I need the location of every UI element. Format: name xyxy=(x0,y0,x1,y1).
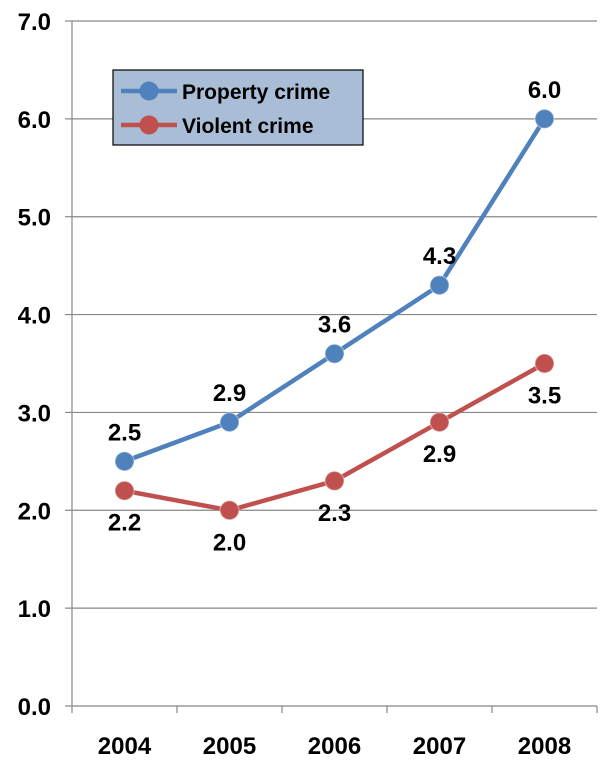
x-tick-label: 2007 xyxy=(413,733,466,760)
data-point xyxy=(324,470,345,492)
y-tick-label: 0.0 xyxy=(18,694,51,721)
y-tick-label: 3.0 xyxy=(18,400,51,427)
data-point xyxy=(219,411,240,433)
y-tick-label: 6.0 xyxy=(18,107,51,134)
legend-label: Violent crime xyxy=(182,115,314,138)
data-labels: 2.5 2.9 3.6 4.3 6.0 2.2 2.0 2.3 2.9 3.5 xyxy=(108,77,561,556)
x-tick-label: 2005 xyxy=(203,733,256,760)
data-point xyxy=(114,451,135,472)
data-label: 2.5 xyxy=(108,419,141,446)
data-label: 2.3 xyxy=(318,500,351,527)
series-group xyxy=(114,108,555,521)
data-point xyxy=(324,343,345,364)
data-point xyxy=(534,108,555,130)
legend: Property crime Violent crime xyxy=(112,69,364,146)
y-tick-label: 7.0 xyxy=(18,9,51,36)
data-label: 3.5 xyxy=(528,383,561,410)
data-point xyxy=(114,480,135,501)
axes xyxy=(71,21,597,707)
data-label: 2.9 xyxy=(213,380,246,407)
legend-marker-1 xyxy=(139,115,159,135)
x-tick-label: 2004 xyxy=(98,733,152,760)
data-label: 6.0 xyxy=(528,77,561,104)
data-point xyxy=(219,500,240,521)
x-tick-label: 2006 xyxy=(308,733,361,760)
y-axis-ticks: 0.0 1.0 2.0 3.0 4.0 5.0 6.0 7.0 xyxy=(18,9,72,721)
data-point xyxy=(429,411,450,433)
data-label: 2.9 xyxy=(423,441,456,468)
data-label: 2.2 xyxy=(108,510,141,537)
data-label: 3.6 xyxy=(318,312,351,339)
data-label: 2.0 xyxy=(213,529,246,556)
data-point xyxy=(534,353,555,374)
x-tick-label: 2008 xyxy=(518,733,571,760)
y-tick-label: 4.0 xyxy=(18,303,51,330)
data-label: 4.3 xyxy=(423,243,456,270)
y-tick-label: 2.0 xyxy=(18,498,51,525)
legend-label: Property crime xyxy=(182,81,330,104)
y-tick-label: 1.0 xyxy=(18,596,51,623)
legend-marker-0 xyxy=(139,81,159,101)
series-line-0 xyxy=(123,117,547,464)
y-tick-label: 5.0 xyxy=(18,205,51,232)
x-axis-ticks: 2004 2005 2006 2007 2008 xyxy=(71,706,598,760)
data-point xyxy=(429,274,450,296)
legend-items: Property crime Violent crime xyxy=(121,81,330,138)
